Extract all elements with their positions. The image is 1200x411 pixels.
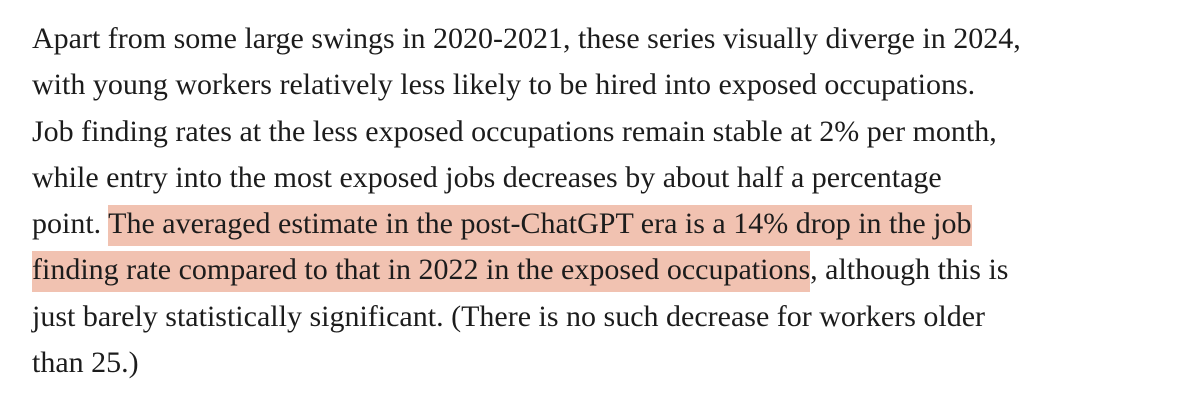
text-line: point. The averaged estimate in the post… [32, 201, 1200, 247]
text: with young workers relatively less likel… [32, 68, 976, 102]
text: while entry into the most exposed jobs d… [32, 160, 942, 194]
text-line: Apart from some large swings in 2020-202… [32, 16, 1200, 62]
text: point. [32, 207, 109, 241]
text-line: with young workers relatively less likel… [32, 62, 1200, 108]
highlighted-text: The averaged estimate in the post-ChatGP… [108, 205, 972, 247]
text: Apart from some large swings in 2020-202… [32, 22, 1021, 55]
text: , although this is [810, 253, 1009, 287]
text-line: finding rate compared to that in 2022 in… [32, 247, 1200, 293]
text-line: than 25.) [32, 340, 1200, 386]
text: just barely statistically significant. (… [32, 299, 986, 333]
text-line: while entry into the most exposed jobs d… [32, 155, 1200, 201]
text: Job finding rates at the less exposed oc… [32, 114, 997, 148]
text-line: Job finding rates at the less exposed oc… [32, 109, 1200, 155]
highlighted-text: finding rate compared to that in 2022 in… [32, 251, 811, 293]
text: than 25.) [32, 346, 139, 380]
text-line: just barely statistically significant. (… [32, 294, 1200, 340]
